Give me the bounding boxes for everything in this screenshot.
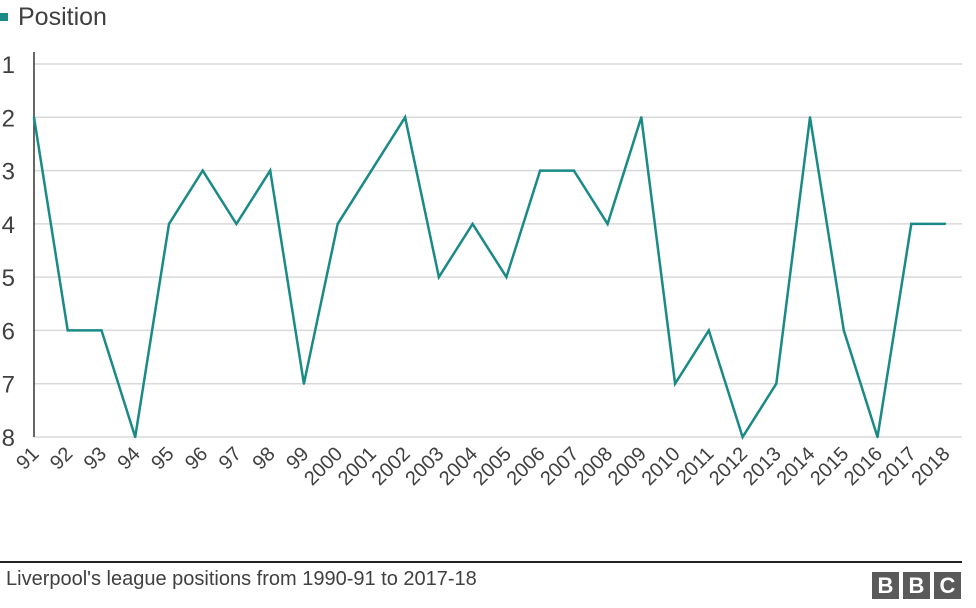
data-point [336, 222, 339, 226]
x-tick-label: 2007 [536, 443, 583, 490]
x-tick-label: 97 [215, 443, 246, 474]
footer-divider [0, 561, 962, 563]
data-point [167, 222, 171, 226]
x-tick-label: 2002 [368, 443, 415, 490]
data-point [235, 222, 238, 226]
legend-label: Position [18, 2, 107, 31]
data-point [201, 169, 204, 172]
data-point [741, 435, 744, 439]
x-tick-label: 94 [113, 443, 144, 474]
x-tick-label: 2009 [604, 443, 651, 490]
legend: Position [0, 2, 107, 32]
x-tick-label: 2006 [503, 443, 550, 490]
logo-letter: B [903, 572, 930, 599]
data-point [66, 329, 69, 332]
y-axis-ticks: 1 2 3 4 5 6 7 8 [2, 52, 15, 452]
data-point [876, 435, 879, 439]
x-tick-label: 2004 [435, 443, 482, 490]
x-tick-label: 2013 [739, 443, 786, 490]
data-point [640, 116, 643, 119]
x-tick-label: 93 [80, 443, 111, 474]
data-point [268, 169, 272, 172]
data-point [100, 329, 103, 332]
data-point [775, 382, 778, 385]
y-tick-label: 8 [2, 425, 15, 452]
legend-swatch [0, 13, 8, 21]
y-tick-label: 5 [2, 265, 15, 292]
x-tick-label: 2018 [908, 443, 955, 490]
data-point [910, 222, 913, 226]
logo-letter: C [934, 572, 961, 599]
data-point [673, 382, 677, 385]
chart: 1 2 3 4 5 6 7 8 91 92 93 94 95 96 97 98 992000200120022… [2, 52, 962, 490]
x-tick-label: 2001 [334, 443, 381, 490]
y-tick-label: 4 [2, 212, 15, 239]
y-tick-label: 6 [2, 318, 15, 345]
x-tick-label: 2014 [773, 443, 820, 490]
data-point [538, 169, 542, 172]
logo-letter: B [872, 572, 899, 599]
x-tick-label: 2010 [638, 443, 685, 490]
x-tick-label: 2003 [401, 443, 448, 490]
x-tick-label: 96 [181, 443, 212, 474]
x-tick-label: 2000 [300, 443, 347, 490]
y-tick-label: 7 [2, 372, 15, 399]
x-axis-ticks: 91 92 93 94 95 96 97 98 992000200120022003200420… [12, 443, 954, 490]
x-tick-label: 2015 [806, 443, 853, 490]
x-tick-label: 92 [46, 443, 77, 474]
data-point [505, 275, 508, 279]
gridlines [34, 63, 962, 438]
data-point [302, 382, 306, 385]
data-point [572, 169, 576, 172]
x-tick-label: 2016 [840, 443, 887, 490]
footer-source-text: Liverpool's league positions from 1990-9… [6, 568, 477, 590]
series-line-position [32, 114, 945, 440]
data-point [842, 329, 845, 332]
bbc-logo: B B C [872, 572, 961, 599]
data-point [370, 169, 373, 172]
data-point [403, 116, 407, 119]
data-point [707, 329, 711, 332]
y-tick-label: 3 [2, 159, 15, 186]
y-tick-label: 1 [2, 52, 15, 79]
data-point [808, 116, 812, 119]
x-tick-label: 2012 [705, 443, 752, 490]
x-tick-label: 2017 [874, 443, 921, 490]
x-tick-label: 91 [12, 443, 43, 474]
data-point [32, 116, 36, 119]
x-tick-label: 2008 [570, 443, 617, 490]
x-tick-label: 2005 [469, 443, 516, 490]
data-points [32, 116, 947, 439]
data-point [606, 222, 609, 226]
data-point [134, 435, 137, 439]
x-tick-label: 95 [147, 443, 178, 474]
x-tick-label: 98 [248, 443, 279, 474]
y-tick-label: 2 [2, 105, 15, 132]
data-point [437, 275, 441, 279]
data-point [471, 222, 474, 226]
data-point [943, 222, 947, 226]
